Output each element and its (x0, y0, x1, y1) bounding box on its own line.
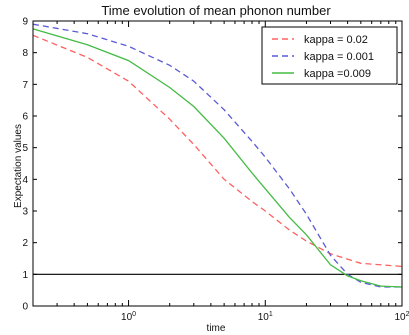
legend-label-2: kappa = 0.001 (304, 51, 374, 63)
y-tick-label: 5 (22, 143, 28, 154)
y-tick-label: 2 (22, 238, 28, 249)
series-line-3 (32, 28, 403, 288)
x-tick-label: 101 (258, 311, 273, 323)
y-tick-label: 1 (22, 270, 28, 281)
plot-frame (32, 20, 403, 307)
y-tick-label: 3 (22, 207, 28, 218)
x-tick-label: 102 (394, 311, 409, 323)
x-axis-title: time (207, 323, 226, 334)
y-axis-title: Expectation values (13, 124, 24, 208)
plot-area: 0 1 2 3 4 5 6 7 8 9 100 101 102 kappa = 0.02 kappa = 0… (22, 17, 409, 324)
x-tick-label: 100 (121, 311, 136, 323)
legend-label-3: kappa =0.009 (304, 68, 371, 80)
y-tick-label: 7 (22, 80, 28, 91)
y-tick-label: 8 (22, 48, 28, 59)
legend-label-1: kappa = 0.02 (304, 34, 368, 46)
chart-title: Time evolution of mean phonon number (101, 3, 331, 18)
y-tick-label: 6 (22, 112, 28, 123)
series-line-1 (32, 34, 403, 268)
y-tick-label: 9 (22, 17, 28, 28)
y-tick-label: 0 (22, 302, 28, 313)
y-tick-label: 4 (22, 175, 28, 186)
